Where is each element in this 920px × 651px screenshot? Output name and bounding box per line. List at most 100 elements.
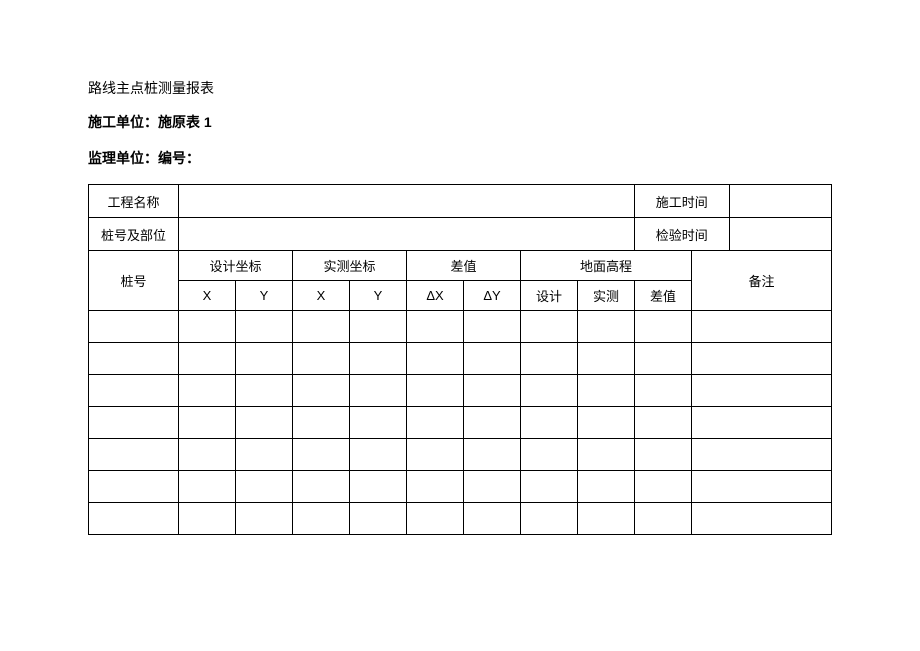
table-cell [692,471,832,503]
table-cell [521,471,578,503]
table-cell [521,311,578,343]
table-cell [179,503,236,535]
sub-header: Y [236,281,293,311]
table-row [89,375,832,407]
table-cell [236,375,293,407]
table-cell [236,407,293,439]
table-cell [521,407,578,439]
construction-time-label: 施工时间 [635,185,730,218]
table-cell [179,311,236,343]
measurement-table: 工程名称 施工时间 桩号及部位 检验时间 桩号 设计坐标 实测坐标 差值 地面高… [88,184,832,535]
table-cell [692,503,832,535]
sub-header: 实测 [578,281,635,311]
construction-unit-label: 施工单位： [88,114,158,130]
table-cell [464,343,521,375]
table-cell [635,311,692,343]
table-cell [578,375,635,407]
table-cell [464,503,521,535]
table-cell [89,503,179,535]
table-cell [407,407,464,439]
supervision-unit-label: 监理单位： [88,150,158,166]
table-cell [692,407,832,439]
inspection-time-value [729,218,831,251]
number-label: 编号： [158,150,200,166]
table-row: 桩号及部位 检验时间 [89,218,832,251]
table-cell [89,439,179,471]
table-cell [236,311,293,343]
table-cell [578,471,635,503]
table-cell [407,311,464,343]
project-name-label: 工程名称 [89,185,179,218]
table-cell [350,503,407,535]
table-cell [635,375,692,407]
table-cell [578,407,635,439]
table-cell [407,439,464,471]
table-cell [407,471,464,503]
pile-col-header: 桩号 [89,251,179,311]
table-cell [293,439,350,471]
table-cell [89,311,179,343]
table-cell [293,343,350,375]
measured-coord-header: 实测坐标 [293,251,407,281]
table-cell [578,343,635,375]
table-cell [407,375,464,407]
table-cell [521,503,578,535]
table-cell [89,375,179,407]
table-row [89,439,832,471]
info-line-2: 监理单位：编号： [88,148,832,168]
table-cell [293,375,350,407]
table-cell [464,375,521,407]
table-cell [236,343,293,375]
table-cell [179,375,236,407]
table-cell [635,439,692,471]
table-cell [692,375,832,407]
table-cell [407,503,464,535]
table-cell [293,311,350,343]
table-row [89,343,832,375]
table-cell [179,407,236,439]
sub-header: X [293,281,350,311]
table-cell [464,407,521,439]
elevation-header: 地面高程 [521,251,692,281]
table-cell [692,439,832,471]
document-title: 路线主点桩测量报表 [88,78,832,98]
table-row [89,311,832,343]
table-cell [236,439,293,471]
table-cell [179,439,236,471]
table-cell [464,311,521,343]
table-cell [350,375,407,407]
table-cell [521,439,578,471]
table-cell [350,407,407,439]
table-cell [89,471,179,503]
construction-time-value [729,185,831,218]
sub-header: ΔX [407,281,464,311]
table-cell [578,503,635,535]
table-cell [350,311,407,343]
construction-unit-value: 施原表 1 [158,114,212,130]
table-cell [236,503,293,535]
table-cell [635,471,692,503]
pile-location-label: 桩号及部位 [89,218,179,251]
table-header-row: 桩号 设计坐标 实测坐标 差值 地面高程 备注 [89,251,832,281]
table-cell [350,471,407,503]
table-row [89,503,832,535]
table-cell [407,343,464,375]
sub-header: 设计 [521,281,578,311]
table-row [89,471,832,503]
sub-header: X [179,281,236,311]
table-cell [350,343,407,375]
table-cell [89,343,179,375]
pile-location-value [179,218,635,251]
table-cell [464,439,521,471]
table-cell [635,503,692,535]
design-coord-header: 设计坐标 [179,251,293,281]
diff-header: 差值 [407,251,521,281]
inspection-time-label: 检验时间 [635,218,730,251]
table-cell [293,407,350,439]
table-cell [635,407,692,439]
table-row: 工程名称 施工时间 [89,185,832,218]
table-cell [236,471,293,503]
info-line-1: 施工单位：施原表 1 [88,112,832,132]
table-cell [293,471,350,503]
project-name-value [179,185,635,218]
